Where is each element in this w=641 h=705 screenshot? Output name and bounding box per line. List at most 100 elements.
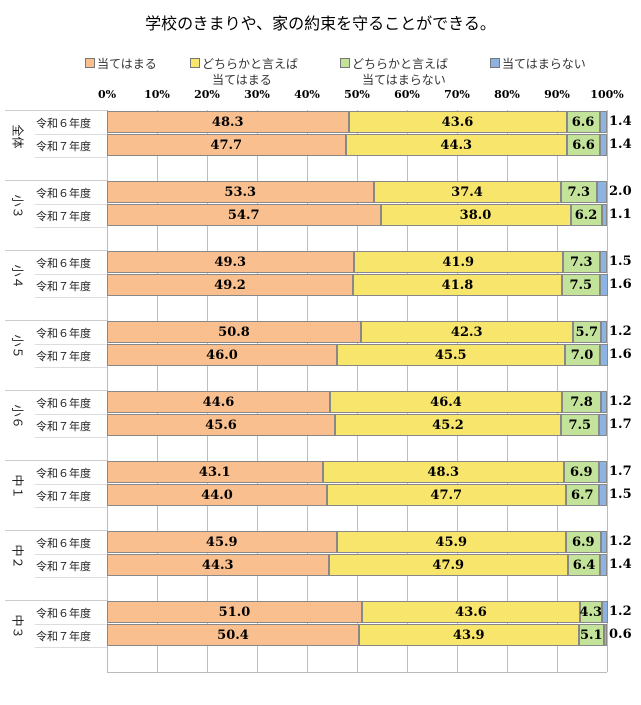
legend-label: どちらかと言えば 当てはまらない [352,57,449,87]
bar-segment [604,624,607,646]
row-separator [35,297,107,298]
row-separator [35,134,107,135]
row-separator [35,367,107,368]
bar-segment: 6.2 [570,204,602,226]
group-label: 全体 [10,124,25,149]
legend-label: どちらかと言えば 当てはまる [202,57,299,87]
bar-segment: 4.3 [579,601,602,623]
group-label: 小３ [10,194,25,219]
x-tick-label: 70% [444,88,470,101]
x-tick-label: 30% [244,88,270,101]
gridline [607,110,608,672]
x-tick-label: 50% [344,88,370,101]
legend-label: 当てはまる [97,57,157,71]
bar-segment: 47.7 [107,134,346,156]
bar-segment: 50.8 [107,321,361,343]
bar-value-label: 0.6 [609,627,632,642]
bar-value-label: 1.2 [609,324,632,339]
row-label: 令和７年度 [36,490,91,503]
bar-segment: 41.9 [353,251,563,273]
row-separator [35,227,107,228]
bar-segment: 45.9 [336,531,566,553]
bar-segment: 43.6 [348,111,567,133]
bar-segment [600,134,607,156]
bar-segment [598,414,607,436]
row-label: 令和６年度 [36,607,91,620]
bar-segment [600,531,607,553]
bar-value-label: 1.2 [609,534,632,549]
legend-label: 当てはまらない [502,57,586,71]
bar-segment: 53.3 [107,181,374,203]
x-tick-label: 60% [394,88,420,101]
row-separator [35,554,107,555]
bar-segment: 7.5 [561,414,599,436]
bar-segment: 48.3 [107,111,349,133]
row-separator [35,647,107,648]
bar-segment: 6.9 [564,461,599,483]
group-label: 中３ [10,614,25,639]
x-tick-label: 10% [144,88,170,101]
row-separator [35,437,107,438]
x-tick-label: 40% [294,88,320,101]
row-label: 令和６年度 [36,397,91,410]
row-label: 令和７年度 [36,140,91,153]
bar-value-label: 1.4 [609,137,632,152]
row-separator [35,274,107,275]
bar-segment [600,554,607,576]
bar-segment: 45.6 [107,414,335,436]
legend-swatch [490,58,500,68]
group-label: 小６ [10,404,25,429]
row-label: 令和７年度 [36,420,91,433]
row-label: 令和７年度 [36,560,91,573]
x-tick-label: 0% [97,88,117,101]
bar-segment: 5.7 [572,321,601,343]
bar-segment [601,391,607,413]
chart-title: 学校のきまりや、家の約束を守ることができる。 [145,14,496,33]
bar-segment: 6.6 [566,111,600,133]
bar-value-label: 1.4 [609,114,632,129]
bar-segment: 47.7 [327,484,566,506]
legend-swatch [85,58,95,68]
bar-segment: 44.3 [107,554,329,576]
bar-value-label: 1.5 [609,487,632,502]
bar-segment [597,181,607,203]
bar-segment: 46.4 [330,391,562,413]
bar-segment: 5.1 [578,624,604,646]
bar-segment: 7.0 [564,344,600,366]
legend-item: 当てはまらない [490,56,586,72]
group-label: 小５ [10,334,25,359]
bar-segment [601,601,608,623]
bar-segment: 50.4 [107,624,359,646]
x-tick-label: 100% [590,88,624,101]
bar-segment: 44.0 [107,484,327,506]
group-label: 中１ [10,474,25,499]
bar-segment: 45.5 [337,344,565,366]
bar-value-label: 1.2 [609,394,632,409]
bar-segment: 6.7 [565,484,599,506]
bar-segment: 37.4 [373,181,561,203]
bar-segment [599,251,607,273]
row-label: 令和７年度 [36,630,91,643]
bar-segment: 6.9 [566,531,601,553]
group-separator [5,180,107,181]
bar-segment: 46.0 [107,344,337,366]
bar-segment: 49.3 [107,251,354,273]
row-separator [35,484,107,485]
bar-segment: 44.6 [107,391,330,413]
bar-segment: 42.3 [361,321,573,343]
bar-segment: 54.7 [107,204,381,226]
row-separator [35,344,107,345]
group-separator [5,110,107,111]
row-separator [35,157,107,158]
bar-value-label: 1.1 [609,207,632,222]
bar-value-label: 1.7 [609,464,632,479]
bar-value-label: 1.4 [609,557,632,572]
x-tick-label: 20% [194,88,220,101]
bar-value-label: 1.7 [609,417,632,432]
legend-item: 当てはまる [85,56,157,72]
group-separator [5,600,107,601]
bar-segment [599,274,608,296]
bar-segment: 6.4 [568,554,600,576]
bar-segment [598,461,607,483]
